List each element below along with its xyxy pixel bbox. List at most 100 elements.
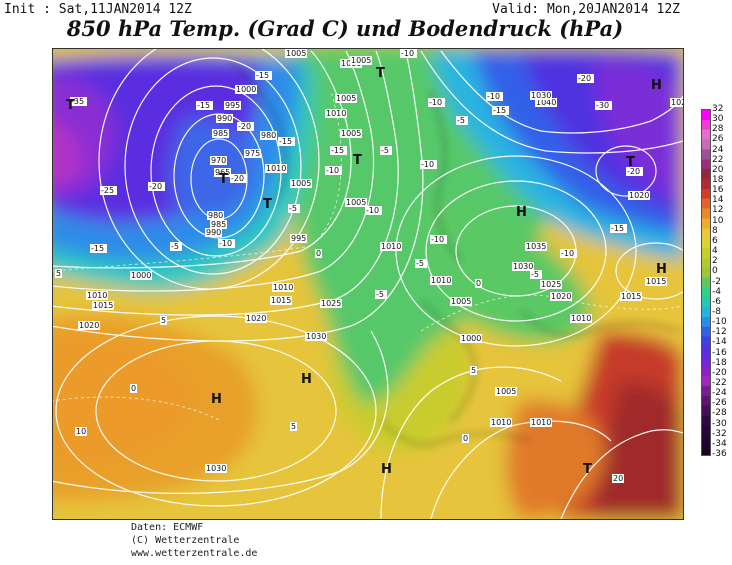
isobar-label: 1010 xyxy=(530,418,552,427)
isotherm-label: -20 xyxy=(626,167,643,176)
isobar-label: 1005 xyxy=(495,387,517,396)
colorbar-tick-label: -34 xyxy=(712,438,727,449)
isobar-label: 1005 xyxy=(290,179,312,188)
isobar-label: 1010 xyxy=(265,164,287,173)
svg-text:1010: 1010 xyxy=(273,283,293,292)
map-title: 850 hPa Temp. (Grad C) und Bodendruck (h… xyxy=(66,16,624,41)
svg-text:5: 5 xyxy=(291,422,296,431)
svg-text:1020: 1020 xyxy=(629,191,649,200)
colorbar-tick-label: -6 xyxy=(712,296,721,307)
svg-text:1015: 1015 xyxy=(93,301,113,310)
isotherm-labels: -20 -15 -20 -25 -15 -10 -5 0 -15 -15 -15 -10 -5 -10 -1… xyxy=(55,49,643,483)
svg-text:-10: -10 xyxy=(326,166,339,175)
isobar-label: 1005 xyxy=(335,94,357,103)
high-pressure-marker: H xyxy=(211,392,222,407)
isotherm-label: -10 xyxy=(218,239,235,248)
high-pressure-marker: H xyxy=(656,262,667,277)
isobar-label: 980 xyxy=(207,211,224,220)
isobar-label: 965 xyxy=(214,168,231,177)
isotherm-label: -5 xyxy=(380,146,392,155)
weather-map[interactable]: 1000 995 990 985 980 975 970 965 980 985 990 995 100… xyxy=(52,48,684,520)
colorbar-tick-label: 4 xyxy=(712,246,718,257)
svg-text:1010: 1010 xyxy=(571,314,591,323)
svg-text:965: 965 xyxy=(215,168,230,177)
colorbar-tick-label: -16 xyxy=(712,347,727,358)
isobar-label: 1005 xyxy=(345,198,367,207)
isobar-label: 1030 xyxy=(512,262,534,271)
isotherm-label: 0 xyxy=(462,434,469,443)
colorbar-tick-label: -4 xyxy=(712,286,721,297)
isobar-label: 980 xyxy=(260,131,277,140)
high-pressure-marker: H xyxy=(381,462,392,477)
temperature-field xyxy=(53,49,683,519)
svg-text:-20: -20 xyxy=(231,174,244,183)
isobar-label: 1010 xyxy=(325,109,347,118)
isobar-label: 1000 xyxy=(460,334,482,343)
svg-text:1030: 1030 xyxy=(306,332,326,341)
colorbar-tick-label: 28 xyxy=(712,124,724,135)
isotherm-label: -5 xyxy=(530,270,542,279)
svg-text:-10: -10 xyxy=(431,235,444,244)
svg-text:-5: -5 xyxy=(416,259,424,268)
isobar-label: 1035 xyxy=(525,242,547,251)
svg-text:0: 0 xyxy=(316,249,321,258)
colorbar-tick-label: 30 xyxy=(712,114,724,125)
low-pressure-marker: T xyxy=(583,462,592,477)
svg-text:1005: 1005 xyxy=(286,49,306,58)
svg-text:985: 985 xyxy=(213,129,228,138)
copyright-credit: (C) Wetterzentrale xyxy=(131,535,240,546)
init-time-label: Init : Sat,11JAN2014 12Z xyxy=(4,2,192,17)
isotherm-label: -10 xyxy=(428,98,445,107)
svg-text:1010: 1010 xyxy=(266,164,286,173)
isobar-label: 995 xyxy=(224,101,241,110)
isobar-label: 1030 xyxy=(205,464,227,473)
svg-text:-10: -10 xyxy=(219,239,232,248)
svg-text:1005: 1005 xyxy=(336,94,356,103)
isotherm-label: 0 xyxy=(130,384,137,393)
isotherm-label: 0 xyxy=(315,249,322,258)
colorbar-tick-label: -20 xyxy=(712,367,727,378)
pressure-centers: H H H H H H T T T T T T T xyxy=(66,66,667,477)
isobar-label: 1010 xyxy=(490,418,512,427)
svg-text:1000: 1000 xyxy=(131,271,151,280)
svg-text:-20: -20 xyxy=(578,74,591,83)
svg-text:1035: 1035 xyxy=(526,242,546,251)
colorbar-tick-label: -28 xyxy=(712,408,727,419)
svg-text:-20: -20 xyxy=(238,122,251,131)
website-credit[interactable]: www.wetterzentrale.de xyxy=(131,548,258,559)
high-pressure-marker: H xyxy=(301,372,312,387)
isotherm-label: 10 xyxy=(75,427,87,436)
isotherm-label: -5 xyxy=(170,242,182,251)
isobar-label: 1020 xyxy=(550,292,572,301)
svg-text:-10: -10 xyxy=(366,206,379,215)
svg-text:1040: 1040 xyxy=(536,98,556,107)
svg-text:-15: -15 xyxy=(279,137,292,146)
svg-text:995: 995 xyxy=(291,234,306,243)
svg-text:1000: 1000 xyxy=(461,334,481,343)
colorbar-tick-label: -24 xyxy=(712,388,727,399)
colorbar-tick-label: 6 xyxy=(712,235,718,246)
colorbar-tick-label: 14 xyxy=(712,195,724,206)
svg-text:1015: 1015 xyxy=(646,277,666,286)
svg-text:-20: -20 xyxy=(627,167,640,176)
isobar-label: 1030 xyxy=(530,91,552,100)
isotherm-label: -25 xyxy=(100,186,117,195)
svg-text:1010: 1010 xyxy=(381,242,401,251)
svg-text:980: 980 xyxy=(208,211,223,220)
isotherm-label: -10 xyxy=(430,235,447,244)
svg-text:0: 0 xyxy=(476,279,481,288)
svg-text:-20: -20 xyxy=(149,182,162,191)
svg-text:1020: 1020 xyxy=(79,321,99,330)
colorbar-tick-label: 16 xyxy=(712,185,724,196)
svg-text:-10: -10 xyxy=(401,49,414,58)
svg-text:990: 990 xyxy=(217,114,232,123)
isotherm-label: -5 xyxy=(415,259,427,268)
colorbar-tick-label: 0 xyxy=(712,266,718,277)
low-pressure-marker: T xyxy=(263,197,272,212)
svg-text:1030: 1030 xyxy=(513,262,533,271)
isotherm-label: -20 xyxy=(230,174,247,183)
low-pressure-marker: T xyxy=(626,155,635,170)
svg-text:1010: 1010 xyxy=(326,109,346,118)
svg-text:-5: -5 xyxy=(171,242,179,251)
isotherm-label: -5 xyxy=(288,204,300,213)
